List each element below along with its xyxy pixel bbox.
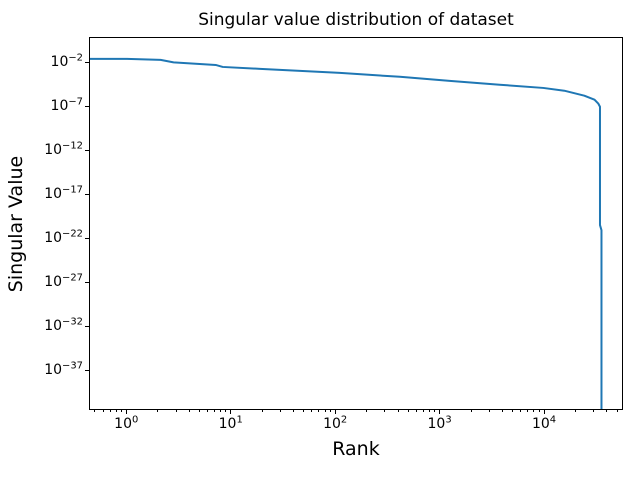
x-minor-tick bbox=[280, 410, 282, 413]
x-minor-tick bbox=[415, 410, 417, 413]
x-tick-exponent: 4 bbox=[549, 414, 557, 426]
x-minor-tick bbox=[422, 410, 424, 413]
x-minor-tick bbox=[175, 410, 177, 413]
x-tick-label: 104 bbox=[531, 414, 557, 432]
y-tick-label: 10−12 bbox=[44, 140, 83, 159]
x-minor-tick bbox=[188, 410, 190, 413]
x-major-tick bbox=[230, 410, 232, 414]
x-minor-tick bbox=[606, 410, 608, 413]
y-tick-exponent: −17 bbox=[62, 184, 83, 196]
y-tick-label: 10−22 bbox=[44, 228, 83, 247]
x-major-tick bbox=[125, 410, 127, 414]
x-tick-label: 101 bbox=[218, 414, 243, 432]
x-tick-exponent: 0 bbox=[131, 414, 139, 426]
y-tick-exponent: −2 bbox=[68, 52, 83, 64]
x-tick-label: 100 bbox=[114, 414, 139, 432]
x-minor-tick bbox=[488, 410, 490, 413]
x-minor-tick bbox=[407, 410, 409, 413]
x-minor-tick bbox=[115, 410, 117, 413]
x-minor-tick bbox=[293, 410, 295, 413]
plot-area bbox=[89, 37, 623, 410]
x-minor-tick bbox=[593, 410, 595, 413]
x-minor-tick bbox=[214, 410, 215, 413]
y-tick-exponent: −32 bbox=[62, 316, 83, 328]
x-minor-tick bbox=[225, 410, 227, 413]
x-tick-label: 102 bbox=[323, 414, 348, 432]
x-major-tick bbox=[334, 410, 336, 414]
x-minor-tick bbox=[397, 410, 399, 413]
x-minor-tick bbox=[303, 410, 305, 413]
x-minor-tick bbox=[120, 410, 122, 413]
x-minor-tick bbox=[574, 410, 576, 413]
x-minor-tick bbox=[207, 410, 209, 413]
y-tick-label: 10−37 bbox=[44, 360, 83, 379]
x-minor-tick bbox=[220, 410, 222, 413]
x-minor-tick bbox=[102, 410, 104, 413]
y-major-tick bbox=[85, 237, 89, 239]
y-tick-label: 10−32 bbox=[44, 316, 83, 335]
singular-value-line bbox=[90, 57, 603, 409]
y-tick-exponent: −27 bbox=[62, 272, 83, 284]
y-axis-label: Singular Value bbox=[5, 155, 27, 293]
x-major-tick bbox=[543, 410, 545, 414]
y-tick-exponent: −7 bbox=[68, 96, 83, 108]
x-minor-tick bbox=[109, 410, 111, 413]
x-minor-tick bbox=[329, 410, 331, 413]
x-minor-tick bbox=[324, 410, 326, 413]
x-tick-exponent: 2 bbox=[340, 414, 348, 426]
y-major-tick bbox=[85, 149, 89, 151]
x-minor-tick bbox=[261, 410, 263, 413]
x-minor-tick bbox=[520, 410, 522, 413]
y-major-tick bbox=[85, 369, 89, 371]
x-minor-tick bbox=[538, 410, 540, 413]
x-minor-tick bbox=[434, 410, 436, 413]
y-tick-exponent: −37 bbox=[62, 360, 83, 372]
y-major-tick bbox=[85, 61, 89, 63]
x-minor-tick bbox=[428, 410, 430, 413]
x-minor-tick bbox=[318, 410, 320, 413]
y-major-tick bbox=[85, 105, 89, 107]
y-tick-exponent: −12 bbox=[62, 140, 83, 152]
x-minor-tick bbox=[470, 410, 472, 413]
y-tick-label: 10−17 bbox=[44, 184, 83, 203]
x-axis-label: Rank bbox=[332, 438, 380, 460]
x-major-tick bbox=[439, 410, 441, 414]
chart-plot-svg bbox=[90, 57, 603, 409]
chart-title: Singular value distribution of dataset bbox=[198, 10, 514, 30]
y-tick-exponent: −22 bbox=[62, 228, 83, 240]
y-major-tick bbox=[85, 193, 89, 195]
x-minor-tick bbox=[512, 410, 514, 413]
x-minor-tick bbox=[501, 410, 503, 413]
x-minor-tick bbox=[311, 410, 313, 413]
x-tick-label: 103 bbox=[427, 414, 452, 432]
x-minor-tick bbox=[527, 410, 529, 413]
y-tick-label: 10−2 bbox=[50, 52, 83, 71]
x-minor-tick bbox=[157, 410, 159, 413]
y-major-tick bbox=[85, 325, 89, 327]
x-tick-exponent: 1 bbox=[236, 414, 243, 426]
x-minor-tick bbox=[616, 410, 618, 413]
y-tick-label: 10−27 bbox=[44, 272, 83, 291]
x-minor-tick bbox=[384, 410, 386, 413]
x-minor-tick bbox=[198, 410, 200, 413]
y-tick-label: 10−7 bbox=[50, 96, 83, 115]
x-minor-tick bbox=[533, 410, 535, 413]
y-major-tick bbox=[85, 281, 89, 283]
x-minor-tick bbox=[366, 410, 368, 413]
x-tick-exponent: 3 bbox=[445, 414, 452, 426]
x-minor-tick bbox=[94, 410, 96, 413]
